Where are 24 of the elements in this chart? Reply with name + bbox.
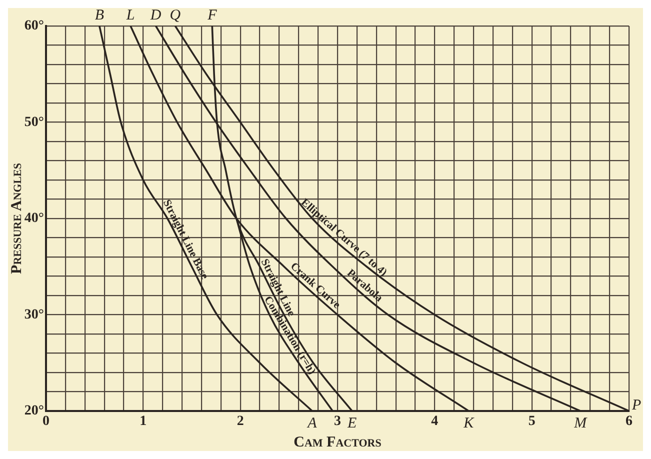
x-axis-title: Cam Factors bbox=[294, 434, 382, 450]
y-tick-label: 50° bbox=[24, 114, 44, 130]
x-tick-label: 1 bbox=[140, 414, 147, 430]
y-tick-label: 30° bbox=[24, 307, 44, 322]
annotation: E bbox=[346, 415, 357, 432]
x-tick-label: 5 bbox=[528, 414, 536, 430]
annotation: Q bbox=[170, 7, 181, 24]
x-tick-label: 3 bbox=[334, 414, 341, 430]
x-tick-label: 2 bbox=[236, 414, 244, 430]
y-axis-title: Pressure Angles bbox=[8, 163, 25, 274]
annotation: M bbox=[573, 415, 588, 432]
x-tick-label: 6 bbox=[626, 414, 632, 430]
annotation: A bbox=[306, 415, 318, 432]
annotation: B bbox=[94, 7, 104, 24]
y-tick-label: 60° bbox=[24, 18, 44, 34]
y-tick-label: 20° bbox=[24, 404, 44, 419]
annotation: D bbox=[149, 7, 162, 24]
annotation: F bbox=[206, 7, 218, 24]
x-tick-label: 4 bbox=[431, 414, 438, 430]
annotation: L bbox=[125, 7, 135, 24]
annotation: K bbox=[462, 415, 475, 432]
annotation: P bbox=[631, 397, 642, 414]
x-tick-label: 0 bbox=[42, 414, 50, 430]
y-tick-label: 40° bbox=[24, 211, 44, 226]
